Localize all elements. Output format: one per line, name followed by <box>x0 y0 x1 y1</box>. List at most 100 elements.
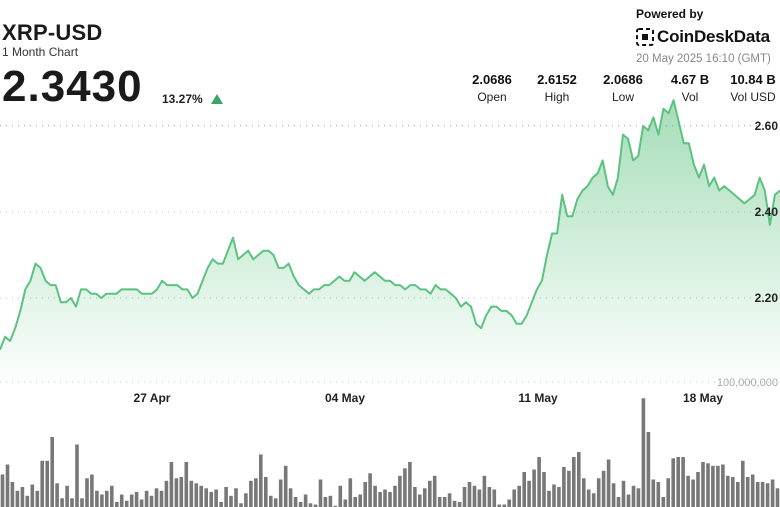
volume-bars <box>0 398 780 507</box>
volume-bar <box>517 485 521 507</box>
price-area-fill <box>0 100 780 380</box>
volume-bar <box>0 474 5 507</box>
volume-bar <box>273 498 278 507</box>
x-tick-label: 11 May <box>518 391 558 405</box>
volume-bar <box>229 495 233 507</box>
volume-bar <box>745 477 750 507</box>
volume-bar <box>512 489 516 507</box>
stat-high-value: 2.6152 <box>537 72 577 87</box>
volume-bar <box>437 497 442 507</box>
volume-bar <box>358 494 362 507</box>
volume-bar <box>383 489 387 507</box>
volume-bar <box>129 494 134 507</box>
stat-low: 2.0686 Low <box>597 72 649 104</box>
volume-bar <box>184 462 189 507</box>
volume-bar <box>586 489 591 507</box>
asset-title: XRP-USD <box>2 20 103 45</box>
volume-bar <box>552 484 556 507</box>
volume-bar <box>721 464 725 507</box>
volume-bar <box>278 479 283 507</box>
volume-bar <box>90 474 94 507</box>
volume-bar <box>706 463 710 507</box>
volume-bar <box>760 482 765 507</box>
volume-bar <box>527 480 531 507</box>
chart-period-label: 1 Month Chart <box>2 45 79 59</box>
volume-bar <box>398 475 402 507</box>
volume-bar <box>328 495 333 507</box>
volume-bar <box>85 478 89 507</box>
volume-bar <box>149 495 154 507</box>
volume-bar <box>477 489 482 507</box>
volume-bar <box>363 482 367 507</box>
x-tick-label: 27 Apr <box>134 391 171 405</box>
y-tick-label: 2.40 <box>755 205 779 219</box>
volume-bar <box>353 497 357 507</box>
volume-bar <box>234 488 238 507</box>
volume-bar <box>75 444 79 507</box>
volume-bar <box>224 487 228 507</box>
volume-bar <box>65 485 69 507</box>
current-price: 2.3430 <box>2 62 143 111</box>
volume-bar <box>189 480 194 507</box>
volume-bar <box>393 485 397 507</box>
price-line <box>0 99 780 350</box>
stat-high-label: High <box>544 90 570 104</box>
logo-text: CoinDeskData <box>657 27 770 46</box>
volume-bar <box>159 490 164 507</box>
volume-bar <box>323 497 328 507</box>
volume-bar <box>249 480 253 507</box>
volume-bar <box>428 480 432 507</box>
volume-bar <box>547 490 551 507</box>
volume-bar <box>219 502 223 507</box>
volume-bar <box>244 493 248 507</box>
volume-bar <box>204 488 208 507</box>
volume-bar <box>755 482 760 507</box>
stat-low-value: 2.0686 <box>603 72 643 87</box>
volume-bar <box>254 478 258 507</box>
volume-bar <box>765 483 770 507</box>
volume-bar <box>40 460 44 507</box>
volume-bar <box>408 462 412 507</box>
volume-bar <box>502 504 507 507</box>
volume-bar <box>264 477 268 507</box>
volume-bar <box>487 487 492 507</box>
volume-bar <box>423 488 427 507</box>
coindesk-logo-icon <box>636 28 654 46</box>
volume-bar <box>318 479 323 507</box>
volume-bar <box>457 502 462 507</box>
volume-bar <box>288 488 293 507</box>
volume-bar <box>532 469 536 507</box>
stat-low-label: Low <box>611 90 634 104</box>
volume-bar <box>209 492 213 507</box>
volume-bar <box>60 498 64 507</box>
volume-bar <box>373 485 377 507</box>
volume-bar <box>507 499 511 507</box>
volume-bar <box>631 485 636 507</box>
volume-bar <box>348 478 353 507</box>
volume-bar <box>30 484 35 507</box>
volume-bar <box>388 492 392 507</box>
volume-bar <box>646 432 651 507</box>
stat-open: 2.0686 Open <box>466 72 518 104</box>
volume-bar <box>557 487 561 507</box>
volume-bar <box>418 494 422 507</box>
volume-bar <box>124 500 129 507</box>
volume-bar <box>179 477 184 507</box>
volume-bar <box>452 500 457 507</box>
volume-bar <box>770 479 775 507</box>
volume-bar <box>701 462 705 507</box>
volume-bar <box>164 480 169 507</box>
volume-bar <box>750 474 755 507</box>
volume-bar <box>144 490 149 507</box>
volume-bar <box>606 459 611 507</box>
volume-bar <box>731 477 735 507</box>
volume-bar <box>134 492 139 507</box>
volume-bar <box>333 505 338 507</box>
y-tick-label: 2.60 <box>755 119 779 133</box>
stat-volume-usd-value: 10.84 B <box>730 72 776 87</box>
volume-bar <box>80 498 84 507</box>
volume-bar <box>169 462 174 507</box>
volume-bar <box>313 504 318 507</box>
volume-bar <box>676 457 680 507</box>
